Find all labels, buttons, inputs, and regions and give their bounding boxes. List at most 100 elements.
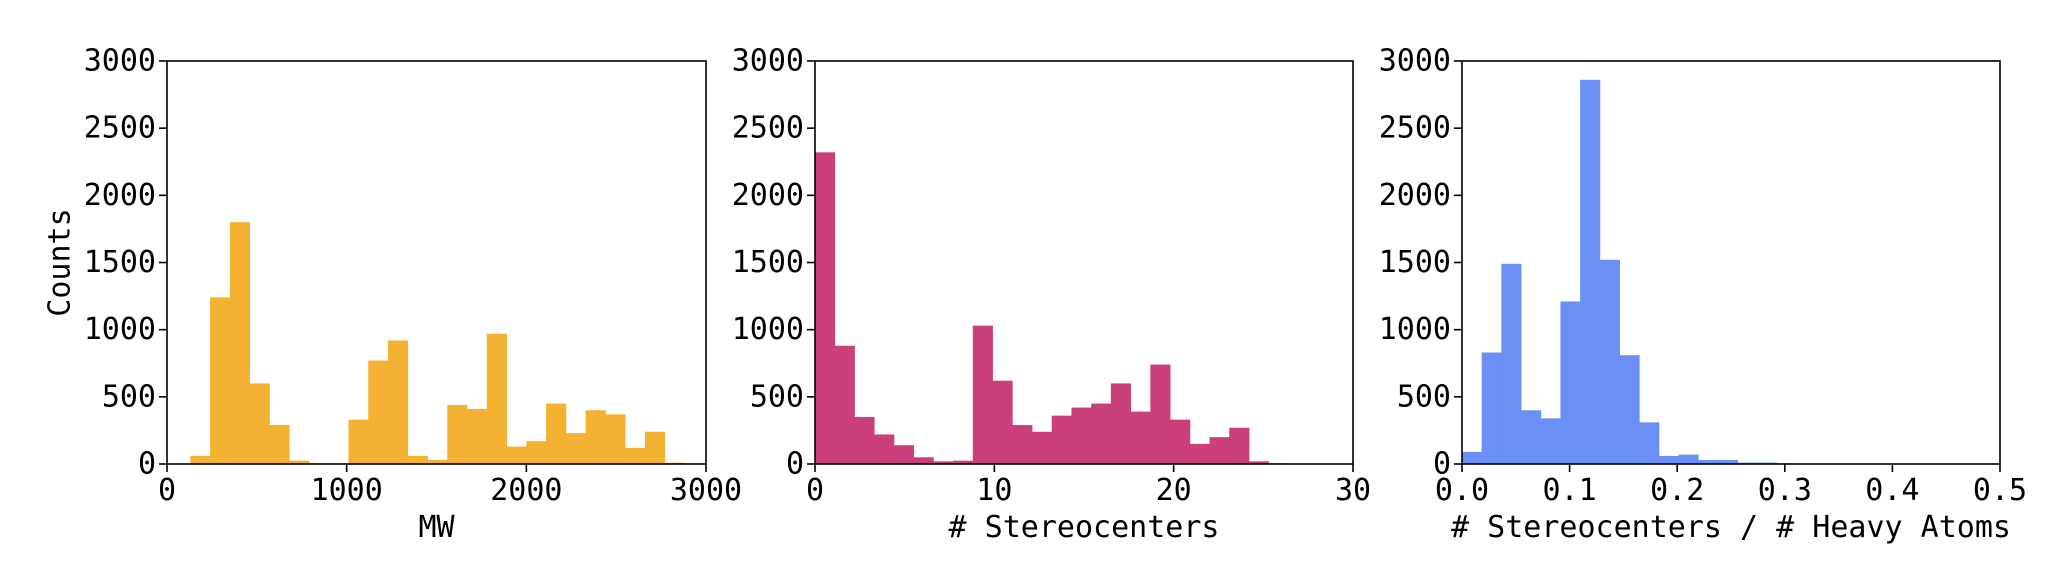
stereocenters-bar-18 [1170, 419, 1191, 464]
stereocenters-bar-6 [933, 461, 954, 464]
stereocenters-bar-17 [1150, 364, 1171, 464]
stereocenters-bar-19 [1189, 443, 1210, 464]
stereocenters-bar-5 [913, 457, 934, 464]
stereocenters-ytick-label-3: 1500 [732, 245, 804, 280]
stereocenters-bar-12 [1051, 415, 1072, 464]
stereocenters-histogram-panel: 0 500 1000 1500 2000 2500 3000 0 10 20 30 # Stereoc… [732, 44, 1371, 546]
ratio-ytick-label-3: 1500 [1379, 245, 1451, 280]
stereocenters-axes-frame [814, 60, 1354, 465]
ratio-xtick-label-0: 0.0 [1435, 473, 1489, 508]
mw-xtick-label-0: 0 [158, 473, 176, 508]
stereocenters-bar-13 [1071, 407, 1092, 464]
stereocenters-bar-20 [1209, 437, 1230, 464]
mw-ytick-label-6: 3000 [84, 44, 156, 79]
stereocenters-bar-22 [1248, 461, 1270, 464]
mw-bar-17 [526, 441, 547, 464]
ratio-xtick-label-2: 0.2 [1650, 473, 1704, 508]
mw-bar-2 [229, 222, 251, 464]
ratio-xtick-label-3: 0.3 [1758, 473, 1812, 508]
ratio-bar-5 [1560, 301, 1581, 464]
ratio-bar-8 [1619, 355, 1640, 464]
mw-xtick-label-1: 1000 [311, 473, 383, 508]
mw-bar-18 [546, 403, 567, 464]
ratio-ytick-label-0: 0 [1433, 447, 1451, 482]
ratio-xtick-label-1: 0.1 [1543, 473, 1597, 508]
mw-xtick-label-2: 2000 [490, 473, 562, 508]
stereocenters-bar-7 [953, 460, 974, 464]
stereocenters-ytick-label-0: 0 [786, 447, 804, 482]
ratio-bar-10 [1658, 455, 1679, 464]
stereocenters-xtick-label-3: 30 [1335, 473, 1371, 508]
stereocenters-bar-15 [1110, 383, 1132, 464]
mw-bar-1 [210, 297, 231, 464]
ratio-bar-2 [1501, 263, 1522, 464]
stereocenters-bar-8 [972, 325, 993, 464]
mw-bar-15 [486, 333, 507, 464]
ratio-bar-9 [1639, 422, 1660, 464]
stereocenters-xtick-label-1: 10 [976, 473, 1012, 508]
stereocenters-bar-14 [1091, 403, 1112, 464]
mw-bar-0 [190, 455, 211, 464]
mw-bar-4 [269, 425, 290, 464]
ratio-bar-1 [1481, 352, 1502, 464]
ratio-ytick-label-6: 3000 [1379, 44, 1451, 79]
mw-bar-12 [427, 459, 448, 464]
stereocenters-ytick-label-6: 3000 [732, 44, 804, 79]
stereocenters-ytick-label-1: 500 [750, 379, 804, 414]
ratio-xtick-label-5: 0.5 [1973, 473, 2027, 508]
mw-histogram-panel: 0 500 1000 1500 2000 2500 3000 0 1000 2000 3000 MW C… [43, 44, 743, 546]
mw-ytick-label-1: 500 [102, 379, 156, 414]
ratio-bar-4 [1540, 418, 1561, 464]
mw-ytick-label-5: 2500 [84, 111, 156, 146]
mw-bar-14 [467, 408, 488, 464]
mw-x-axis-label: MW [418, 510, 455, 545]
stereocenters-bar-3 [874, 434, 895, 464]
stereocenters-ytick-label-2: 1000 [732, 312, 804, 347]
ratio-axes-frame [1461, 60, 2001, 465]
stereocenters-bar-10 [1012, 425, 1033, 464]
mw-bar-19 [565, 433, 587, 464]
mw-bar-22 [625, 447, 646, 464]
stereocenters-xtick-label-0: 0 [806, 473, 824, 508]
mw-bar-9 [368, 360, 389, 464]
stereocenters-bar-16 [1130, 411, 1151, 464]
stereocenters-x-axis-label: # Stereocenters [949, 510, 1220, 545]
stereocenters-bar-4 [893, 445, 915, 464]
mw-bar-10 [387, 340, 409, 464]
stereocenters-bar-11 [1031, 431, 1053, 464]
ratio-bar-11 [1678, 454, 1699, 464]
mw-bar-11 [407, 455, 428, 464]
ratio-bar-0 [1462, 451, 1483, 464]
stereocenters-bar-9 [992, 380, 1013, 464]
stereocenters-bar-1 [834, 345, 855, 464]
mw-bar-8 [348, 419, 369, 464]
mw-bar-16 [506, 446, 527, 464]
ratio-bar-3 [1521, 410, 1542, 464]
ratio-ytick-label-5: 2500 [1379, 111, 1451, 146]
mw-y-axis-label: Counts [43, 208, 78, 316]
stereocenters-bar-21 [1229, 427, 1250, 464]
mw-ytick-label-2: 1000 [84, 312, 156, 347]
ratio-xtick-label-4: 0.4 [1865, 473, 1919, 508]
mw-bar-13 [447, 404, 468, 464]
ratio-bar-7 [1599, 259, 1620, 464]
mw-bar-23 [644, 431, 666, 464]
mw-bar-20 [585, 410, 606, 464]
stereocenters-ytick-label-4: 2000 [732, 178, 804, 213]
stereocenters-xtick-label-2: 20 [1156, 473, 1192, 508]
stereocenters-bar-2 [854, 416, 875, 464]
stereocenters-ytick-label-5: 2500 [732, 111, 804, 146]
mw-ytick-label-4: 2000 [84, 178, 156, 213]
ratio-bar-6 [1580, 79, 1601, 464]
stereocenters-bar-0 [815, 152, 836, 464]
mw-ytick-label-3: 1500 [84, 245, 156, 280]
ratio-ytick-label-2: 1000 [1379, 312, 1451, 347]
ratio-x-axis-label: # Stereocenters / # Heavy Atoms [1451, 510, 2011, 545]
mw-xtick-label-3: 3000 [670, 473, 742, 508]
mw-bar-5 [289, 460, 310, 464]
ratio-bar-12 [1698, 459, 1719, 464]
ratio-ytick-label-4: 2000 [1379, 178, 1451, 213]
mw-ytick-label-0: 0 [138, 447, 156, 482]
mw-bar-21 [605, 414, 626, 464]
